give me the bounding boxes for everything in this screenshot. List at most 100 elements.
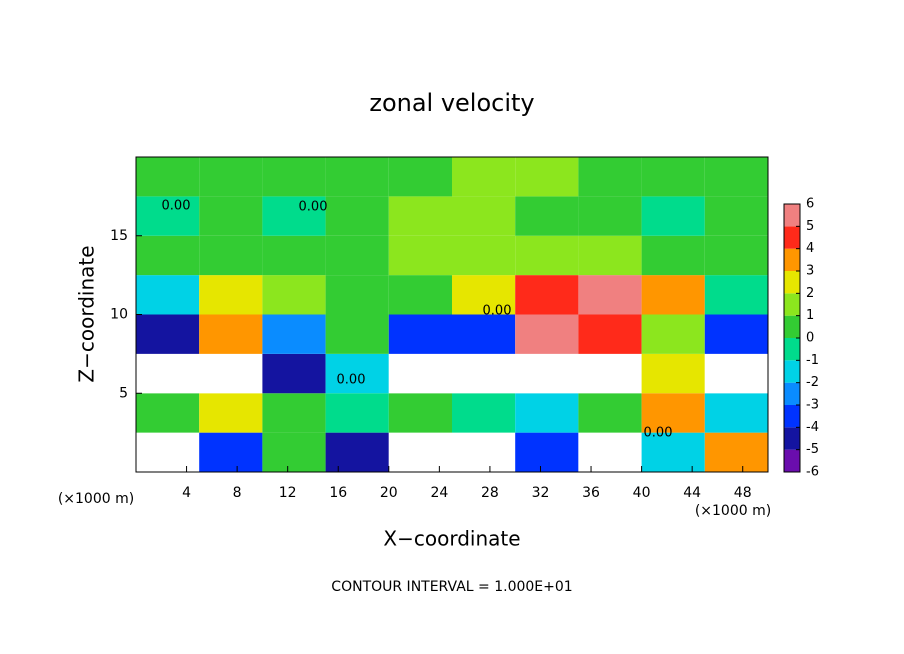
cell: [388, 157, 452, 197]
cell: [578, 314, 642, 354]
cell: [578, 235, 642, 276]
cell: [641, 235, 705, 276]
cell: [262, 196, 326, 236]
cell: [515, 353, 579, 394]
cell: [199, 353, 263, 394]
cell: [641, 196, 705, 236]
cell: [199, 432, 263, 472]
cell: [704, 235, 768, 276]
cell: [704, 314, 768, 354]
cell: [388, 275, 452, 315]
cell: [388, 196, 452, 236]
colorbar-bin: [784, 271, 800, 294]
cell: [704, 393, 768, 433]
cell: [515, 432, 579, 472]
x-tick-label: 40: [633, 485, 651, 501]
x-tick-label: 8: [233, 485, 242, 501]
cell: [641, 393, 705, 433]
x-tick-label: 12: [279, 485, 297, 501]
y-unit: (×1000 m): [58, 491, 134, 507]
cell: [452, 432, 516, 472]
cell: [704, 196, 768, 236]
colorbar-tick-label: 5: [806, 219, 814, 234]
cell: [452, 393, 516, 433]
cell: [388, 393, 452, 433]
cell: [452, 314, 516, 354]
colorbar-bin: [784, 382, 800, 405]
colorbar-tick-label: 0: [806, 331, 814, 346]
x-axis-label: X−coordinate: [383, 527, 520, 551]
cell: [325, 393, 389, 433]
colorbar-tick-label: -3: [806, 398, 819, 413]
cell: [388, 353, 452, 394]
cell: [199, 157, 263, 197]
colorbar-tick-label: 4: [806, 241, 814, 256]
cell: [199, 196, 263, 236]
colorbar-bin: [784, 338, 800, 361]
cell: [515, 235, 579, 276]
colorbar-tick-label: -2: [806, 375, 819, 390]
cell: [515, 275, 579, 315]
colorbar-bin: [784, 449, 800, 472]
cell: [199, 393, 263, 433]
cell: [452, 196, 516, 236]
colorbar-bin: [784, 315, 800, 338]
cell: [704, 275, 768, 315]
cell: [325, 432, 389, 472]
colorbar-tick-label: 6: [806, 197, 814, 212]
cell: [578, 157, 642, 197]
cell: [388, 235, 452, 276]
x-tick-label: 48: [734, 485, 752, 501]
cell: [325, 353, 389, 394]
x-tick-label: 20: [380, 485, 398, 501]
cell: [578, 432, 642, 472]
cell: [641, 157, 705, 197]
contour-label: 0.00: [483, 304, 512, 319]
cell: [641, 314, 705, 354]
cell: [515, 314, 579, 354]
cell: [262, 235, 326, 276]
cell: [136, 275, 200, 315]
y-tick-label: 15: [110, 228, 128, 244]
x-tick-label: 24: [430, 485, 448, 501]
cell: [136, 196, 200, 236]
cell: [515, 393, 579, 433]
cell: [641, 353, 705, 394]
colorbar-tick-label: 1: [806, 308, 814, 323]
cell: [452, 353, 516, 394]
cell: [452, 157, 516, 197]
colorbar-bin: [784, 204, 800, 227]
colorbar-tick-label: -5: [806, 442, 819, 457]
cell: [262, 353, 326, 394]
cell: [325, 275, 389, 315]
colorbar-bin: [784, 248, 800, 271]
cell: [388, 432, 452, 472]
cell: [199, 235, 263, 276]
y-tick-label: 5: [119, 385, 128, 401]
cell: [262, 432, 326, 472]
colorbar-bin: [784, 360, 800, 383]
cell: [578, 275, 642, 315]
cell: [262, 157, 326, 197]
cell: [578, 353, 642, 394]
contour-label: 0.00: [299, 200, 328, 215]
y-tick-label: 10: [110, 307, 128, 323]
cell: [325, 314, 389, 354]
cell: [641, 275, 705, 315]
cell: [388, 314, 452, 354]
colorbar-tick-label: -1: [806, 353, 819, 368]
cell: [136, 393, 200, 433]
colorbar-bin: [784, 293, 800, 316]
cell: [515, 157, 579, 197]
footer: CONTOUR INTERVAL = 1.000E+01: [331, 579, 572, 595]
cell: [199, 314, 263, 354]
contour-label: 0.00: [644, 426, 673, 441]
colorbar-bin: [784, 427, 800, 450]
colorbar-tick-label: 2: [806, 286, 814, 301]
colorbar-tick-label: 3: [806, 264, 814, 279]
cell: [136, 314, 200, 354]
x-tick-label: 32: [532, 485, 550, 501]
cell: [452, 275, 516, 315]
cell: [325, 196, 389, 236]
